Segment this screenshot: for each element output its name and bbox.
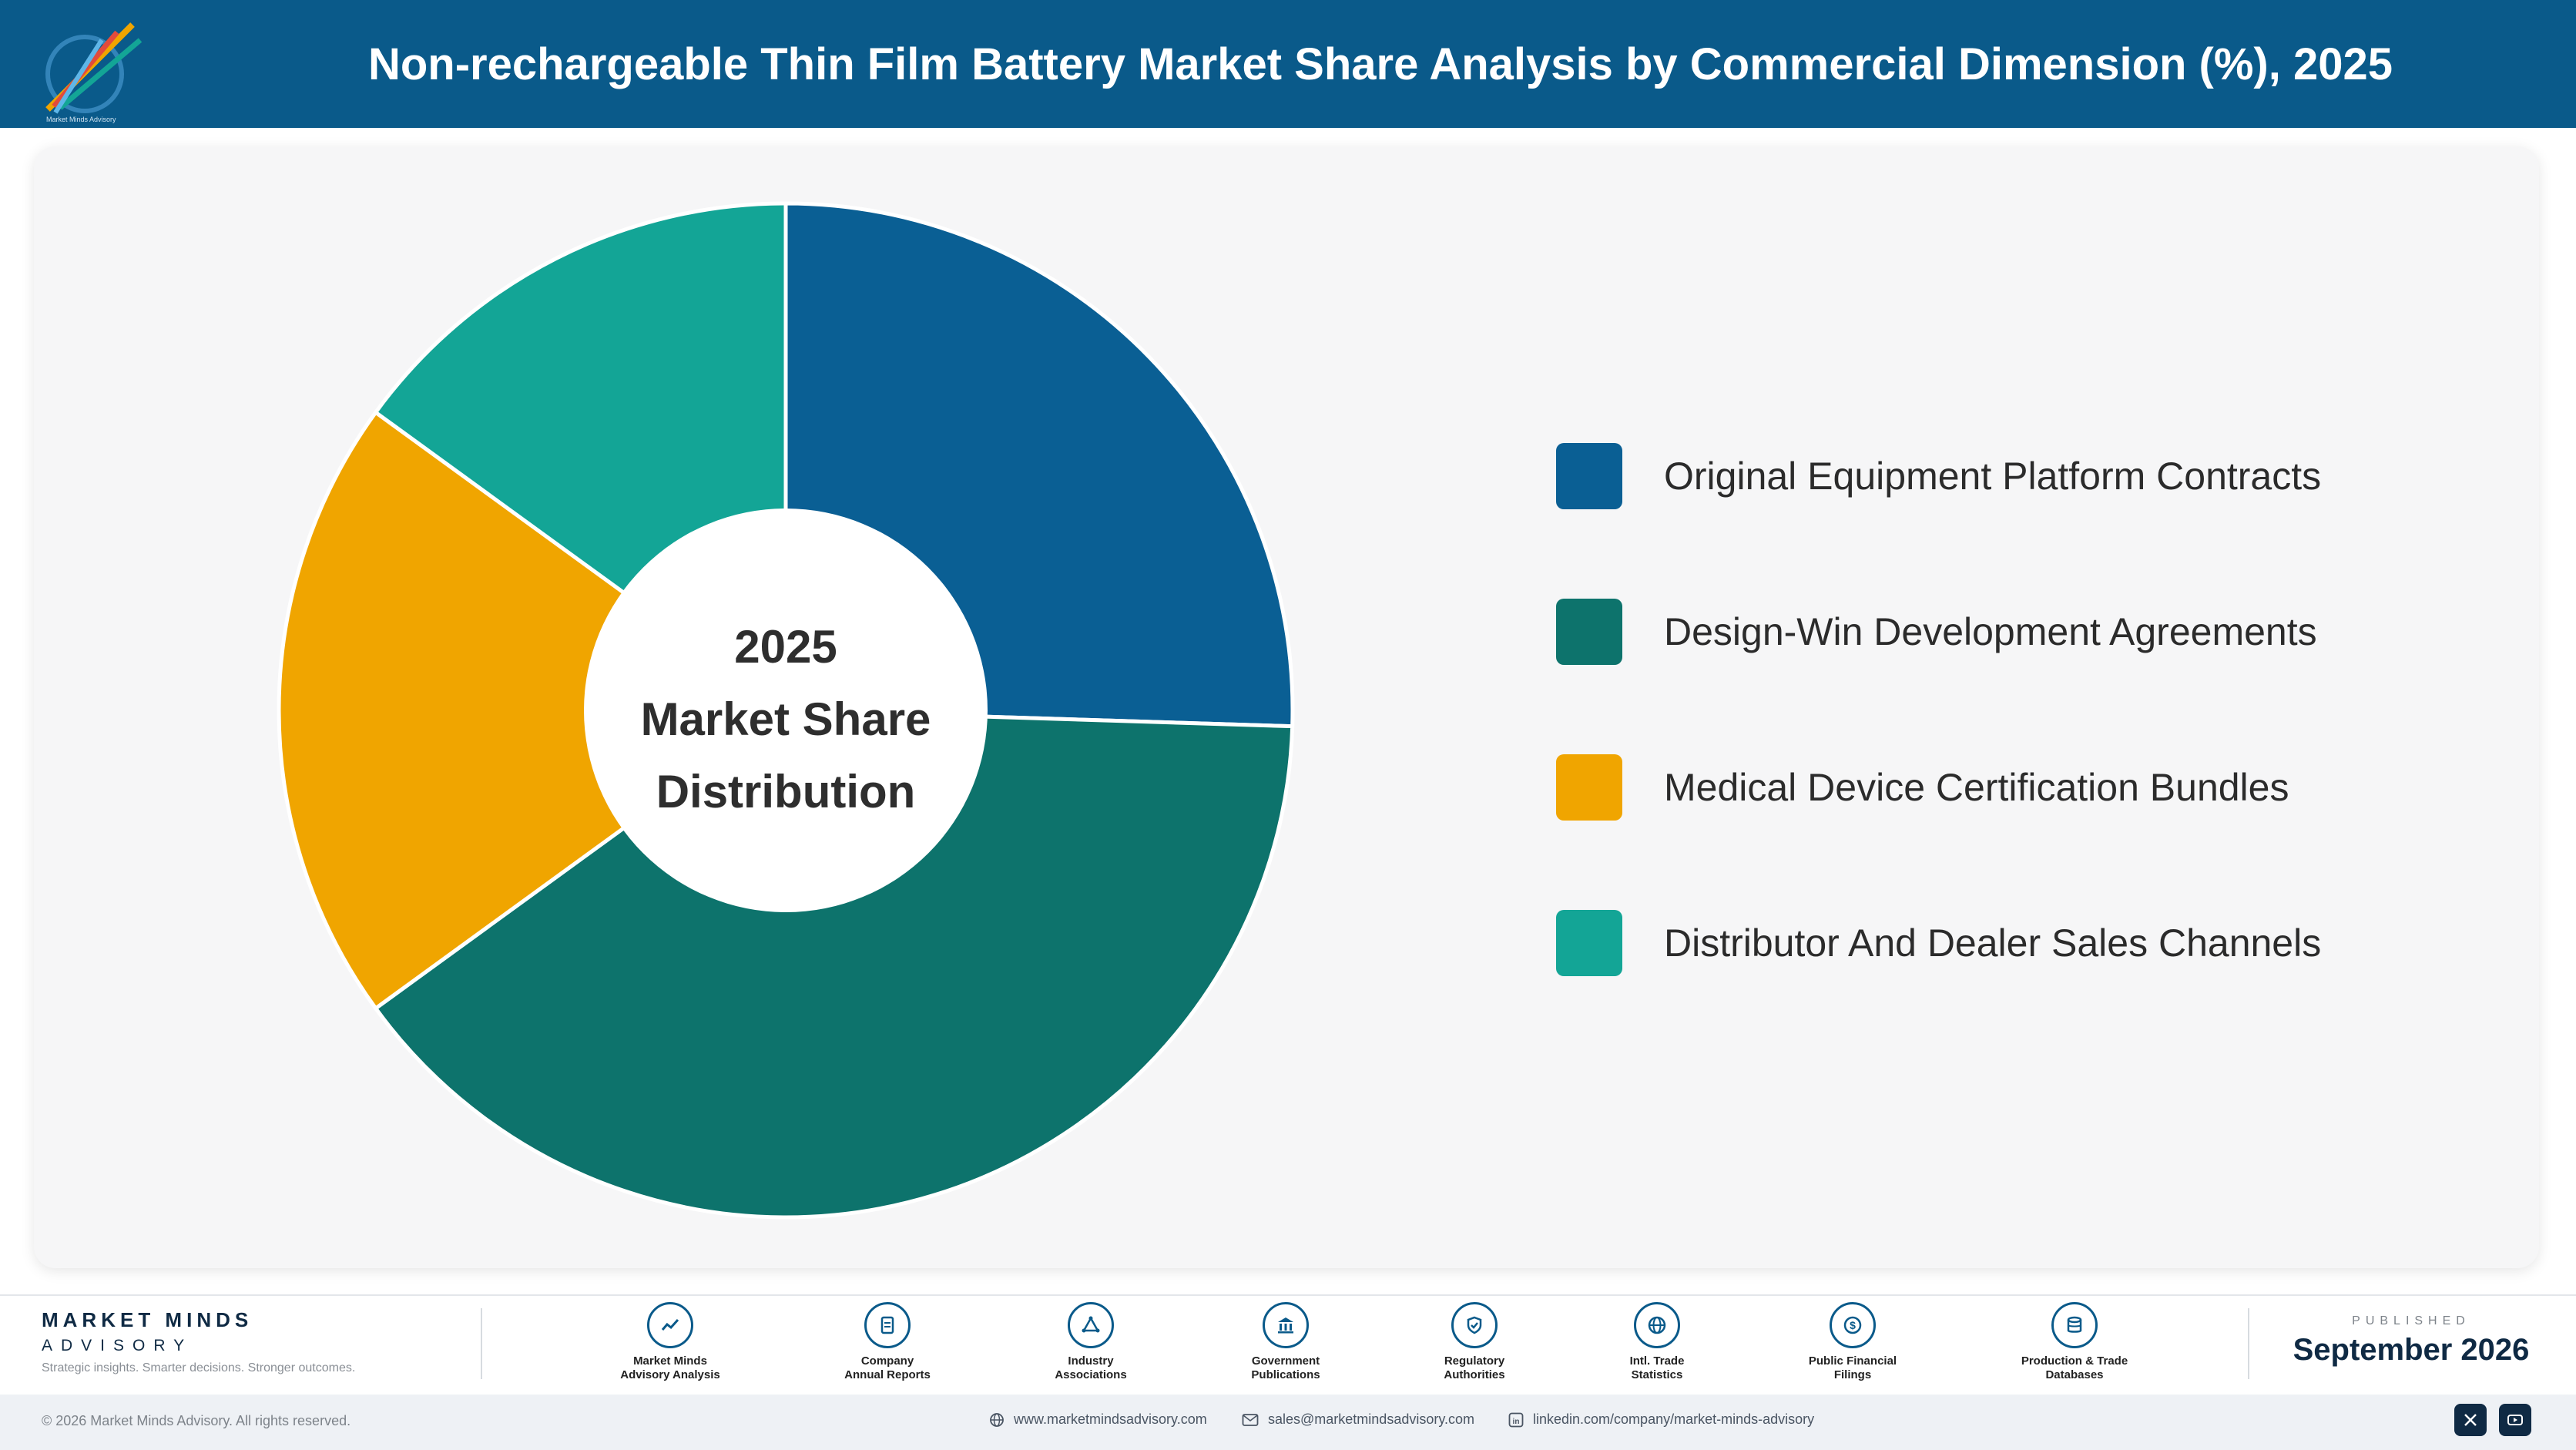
brand-tagline: Strategic insights. Smarter decisions. S…	[42, 1361, 356, 1374]
dollar-coin-icon: $	[1830, 1302, 1876, 1348]
source-label-line2: Advisory Analysis	[620, 1368, 720, 1381]
source-label-line1: Government	[1251, 1354, 1320, 1368]
legend-label: Original Equipment Platform Contracts	[1664, 455, 2322, 498]
source-industry-associations: Industry Associations	[1018, 1302, 1164, 1382]
source-label-line1: Intl. Trade	[1629, 1354, 1685, 1368]
source-label-line1: Market Minds	[633, 1354, 707, 1368]
brand-subtitle: ADVISORY	[42, 1337, 193, 1354]
legend-swatch	[1556, 443, 1622, 509]
svg-text:$: $	[1850, 1319, 1856, 1331]
website-text: www.marketmindsadvisory.com	[1014, 1411, 1207, 1427]
footer-divider	[481, 1308, 482, 1379]
source-financial-filings: $ Public Financial Filings	[1779, 1302, 1926, 1382]
company-logo: Market Minds Advisory	[40, 9, 148, 125]
header-bar: Market Minds Advisory Non-rechargeable T…	[0, 0, 2576, 128]
source-production-databases: Production & Trade Databases	[2001, 1302, 2148, 1382]
legend-item: Distributor And Dealer Sales Channels	[1556, 909, 2321, 977]
email-link[interactable]: sales@marketmindsadvisory.com	[1242, 1411, 1474, 1428]
center-label-line2: Market Share	[640, 693, 931, 745]
published-block: PUBLISHED September 2026	[2272, 1314, 2550, 1368]
brand-name: MARKET MINDS	[42, 1308, 253, 1331]
source-market-minds-analysis: Market Minds Advisory Analysis	[597, 1302, 743, 1382]
svg-text:in: in	[1513, 1418, 1520, 1426]
source-label-line2: Databases	[2045, 1368, 2104, 1381]
logo-caption: Market Minds Advisory	[46, 116, 116, 123]
footer-brand: MARKET MINDS ADVISORY Strategic insights…	[42, 1308, 355, 1375]
published-label: PUBLISHED	[2352, 1314, 2470, 1327]
copyright-text: © 2026 Market Minds Advisory. All rights…	[42, 1413, 351, 1428]
donut-hole	[584, 509, 988, 912]
source-label-line2: Filings	[1833, 1368, 1872, 1381]
source-trade-statistics: Intl. Trade Statistics	[1584, 1302, 1730, 1382]
published-date: September 2026	[2293, 1333, 2530, 1367]
center-label-line3: Distribution	[656, 766, 916, 817]
source-label-line2: Publications	[1251, 1368, 1320, 1381]
legend-swatch	[1556, 754, 1622, 821]
pie-slice	[373, 708, 1295, 1220]
mail-icon	[1242, 1413, 1259, 1426]
source-label-line1: Company	[860, 1354, 914, 1368]
source-label-line2: Authorities	[1444, 1368, 1505, 1381]
source-label-line1: Public Financial	[1808, 1354, 1897, 1368]
footer-contact-bar	[0, 1395, 2576, 1450]
linkedin-link[interactable]: in linkedin.com/company/market-minds-adv…	[1508, 1411, 1814, 1428]
government-building-icon	[1263, 1302, 1309, 1348]
page-title: Non-rechargeable Thin Film Battery Marke…	[367, 39, 2393, 89]
website-link[interactable]: www.marketmindsadvisory.com	[989, 1411, 1207, 1428]
x-logo-icon	[2464, 1414, 2477, 1426]
footer-divider	[2248, 1308, 2249, 1379]
globe-icon	[1634, 1302, 1680, 1348]
legend-item: Design-Win Development Agreements	[1556, 598, 2317, 666]
source-label-line2: Statistics	[1631, 1368, 1683, 1381]
legend-label: Design-Win Development Agreements	[1664, 610, 2317, 653]
trend-chart-icon	[647, 1302, 693, 1348]
linkedin-icon: in	[1508, 1412, 1524, 1427]
youtube-icon	[2507, 1415, 2523, 1425]
legend-swatch	[1556, 599, 1622, 665]
legend-item: Original Equipment Platform Contracts	[1556, 442, 2321, 510]
source-government-publications: Government Publications	[1213, 1302, 1359, 1382]
legend-label: Distributor And Dealer Sales Channels	[1664, 921, 2322, 965]
x-social-button[interactable]	[2454, 1404, 2487, 1436]
source-label-line2: Associations	[1055, 1368, 1127, 1381]
source-label-line2: Annual Reports	[844, 1368, 931, 1381]
legend-item: Medical Device Certification Bundles	[1556, 754, 2289, 821]
linkedin-text: linkedin.com/company/market-minds-adviso…	[1533, 1411, 1815, 1427]
legend-swatch	[1556, 910, 1622, 976]
database-icon	[2051, 1302, 2098, 1348]
source-regulatory-authorities: Regulatory Authorities	[1401, 1302, 1548, 1382]
shield-check-icon	[1451, 1302, 1498, 1348]
source-company-reports: Company Annual Reports	[814, 1302, 961, 1382]
document-icon	[864, 1302, 911, 1348]
center-label-year: 2025	[734, 621, 837, 673]
legend-label: Medical Device Certification Bundles	[1664, 766, 2289, 809]
source-label-line1: Production & Trade	[2021, 1354, 2128, 1368]
globe-icon	[990, 1412, 1004, 1427]
source-label-line1: Industry	[1068, 1354, 1114, 1368]
source-label-line1: Regulatory	[1444, 1354, 1505, 1368]
email-text: sales@marketmindsadvisory.com	[1268, 1411, 1475, 1427]
network-icon	[1068, 1302, 1114, 1348]
pie-slice	[277, 409, 790, 1012]
youtube-social-button[interactable]	[2499, 1404, 2531, 1436]
